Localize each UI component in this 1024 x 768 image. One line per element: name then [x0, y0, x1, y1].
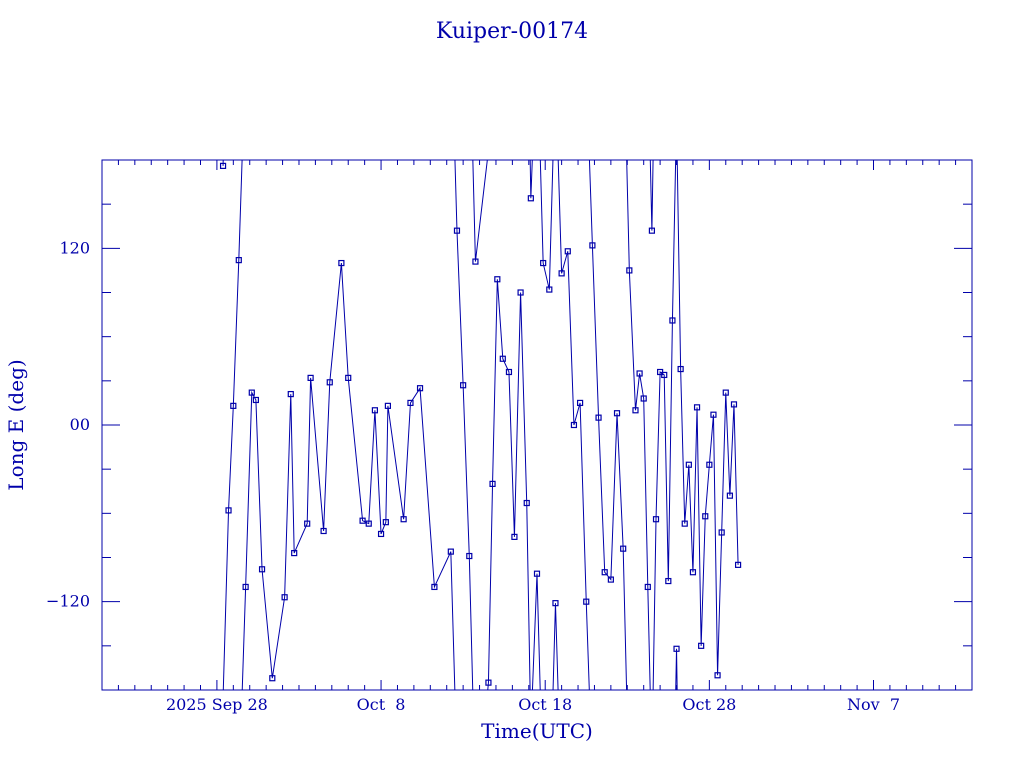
x-tick-label: Nov 7	[847, 695, 900, 714]
data-point	[287, 390, 294, 398]
data-point	[407, 399, 414, 407]
data-point	[365, 520, 372, 527]
data-point	[359, 517, 366, 524]
data-point	[453, 227, 461, 234]
data-point	[589, 242, 596, 249]
data-point	[269, 675, 276, 682]
data-point	[601, 569, 608, 576]
data-point	[252, 396, 259, 404]
data-point	[219, 162, 227, 169]
series-0	[219, 160, 742, 690]
data-point	[681, 520, 688, 527]
data-point	[320, 527, 327, 535]
data-point	[225, 507, 232, 514]
data-point	[710, 411, 717, 418]
data-point	[693, 404, 701, 411]
data-point	[626, 267, 633, 274]
x-axis-label: Time(UTC)	[481, 719, 593, 743]
data-point	[499, 355, 506, 362]
data-point	[460, 382, 467, 389]
data-point	[570, 421, 578, 429]
data-point	[258, 566, 266, 573]
data-point	[533, 570, 541, 577]
data-point	[583, 598, 590, 605]
data-point	[472, 258, 479, 265]
data-point	[338, 259, 345, 267]
data-point	[673, 645, 680, 652]
data-point	[726, 492, 733, 499]
x-tick-label: Oct 18	[518, 695, 572, 714]
data-point	[722, 389, 729, 396]
data-point	[706, 461, 713, 468]
data-point	[558, 270, 565, 277]
data-point	[714, 672, 721, 679]
data-point	[248, 389, 255, 396]
data-point	[669, 317, 676, 324]
data-point	[698, 642, 705, 649]
y-axis-label: Long E (deg)	[4, 359, 28, 490]
data-point	[304, 520, 311, 527]
data-point	[489, 480, 496, 487]
data-point	[377, 530, 385, 538]
data-point	[494, 276, 501, 283]
data-point	[447, 548, 454, 555]
data-point	[527, 195, 534, 202]
data-point	[466, 552, 473, 560]
data-point	[382, 519, 389, 526]
data-point	[291, 549, 298, 557]
data-point	[718, 529, 725, 536]
data-point	[640, 395, 647, 402]
data-point	[665, 577, 672, 585]
data-point	[511, 533, 518, 540]
data-point	[730, 401, 738, 408]
data-point	[546, 286, 553, 293]
data-point	[689, 569, 697, 576]
plot-area	[219, 160, 742, 690]
data-point	[702, 513, 709, 520]
data-point	[564, 248, 571, 255]
data-point	[552, 600, 559, 607]
data-point	[677, 365, 684, 373]
chart-title: Kuiper-00174	[436, 19, 588, 44]
data-point	[326, 379, 333, 386]
data-point	[636, 370, 643, 377]
data-point	[517, 289, 524, 296]
data-point	[384, 402, 391, 409]
data-point	[620, 545, 627, 552]
data-point	[416, 385, 424, 392]
data-point	[632, 407, 639, 414]
data-point	[661, 371, 668, 379]
data-point	[523, 499, 530, 507]
y-tick-label: 120	[59, 238, 90, 257]
data-point	[400, 516, 407, 523]
data-point	[431, 583, 438, 591]
data-point	[371, 407, 379, 414]
series-line	[222, 160, 739, 690]
data-point	[607, 576, 614, 583]
x-tick-label: Oct 28	[682, 695, 736, 714]
data-point	[644, 583, 651, 591]
data-point	[307, 374, 314, 381]
data-point	[648, 227, 656, 234]
data-point	[242, 583, 249, 591]
data-point	[345, 374, 352, 381]
data-point	[734, 561, 742, 568]
y-tick-label: 00	[70, 415, 90, 434]
data-point	[613, 410, 621, 417]
data-point	[235, 257, 242, 264]
data-point	[505, 368, 513, 376]
data-point	[230, 402, 237, 409]
y-tick-label: −120	[46, 592, 90, 611]
data-point	[595, 414, 602, 421]
data-point	[485, 679, 492, 686]
data-point	[540, 259, 547, 267]
data-point	[685, 461, 692, 468]
data-point	[576, 399, 584, 407]
x-tick-label: 2025 Sep 28	[166, 695, 268, 714]
data-point	[652, 516, 660, 523]
data-point	[281, 594, 288, 601]
axis-ticks: 2025 Sep 28 Oct 8 Oct 18 Oct 28 Nov 7 120 00 −1…	[46, 160, 973, 714]
x-tick-label: Oct 8	[357, 695, 406, 714]
